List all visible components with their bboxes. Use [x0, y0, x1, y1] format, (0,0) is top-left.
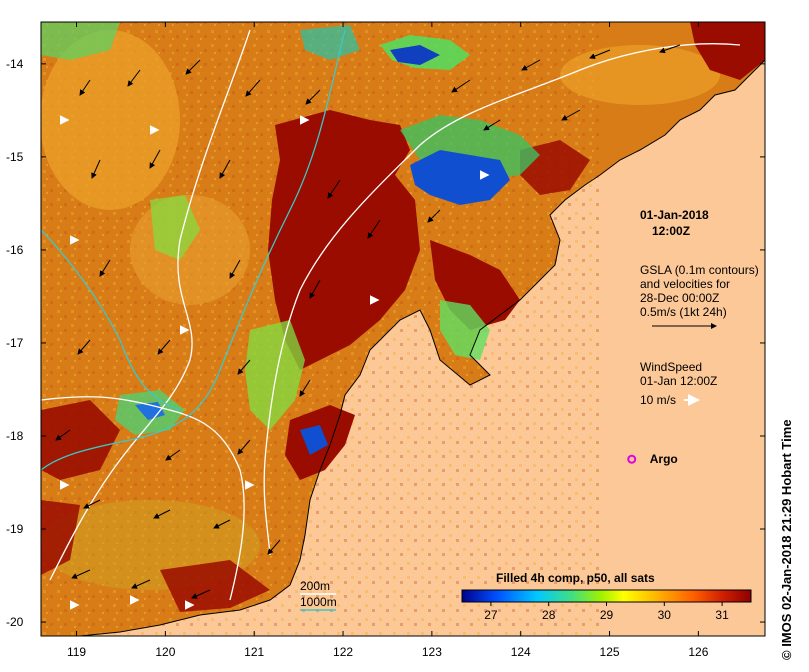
sst-cool-patch	[300, 25, 360, 60]
lon-tick-label: 124	[511, 645, 531, 659]
lat-tick-label: -14	[6, 57, 24, 71]
lon-tick-label: 126	[688, 645, 708, 659]
colorbar-tick-label: 29	[600, 608, 614, 622]
lon-tick-label: 120	[155, 645, 175, 659]
sst-cool-patch	[300, 425, 328, 455]
velocity-scale-label: 0.5m/s (1kt 24h)	[640, 305, 727, 319]
wind-arrows	[60, 115, 490, 610]
colorbar-title: Filled 4h comp, p50, all sats	[496, 571, 655, 585]
sst-hot-region	[41, 400, 120, 480]
gsla-label-line3: 28-Dec 00:00Z	[640, 291, 719, 305]
wind-time: 01-Jan 12:00Z	[640, 374, 717, 388]
bathy-200m-label: 200m	[300, 579, 330, 593]
sst-cool-patch	[41, 22, 120, 60]
lat-tick-label: -19	[6, 522, 24, 536]
lon-tick-label: 122	[333, 645, 353, 659]
latitude-axis: -14 -15 -16 -17 -18 -19 -20	[6, 57, 765, 629]
colorbar-tick-label: 28	[542, 608, 556, 622]
credit-line: © IMOS 02-Jan-2018 21:29 Hobart Time	[779, 419, 794, 660]
velocity-arrows	[55, 44, 681, 599]
sst-cool-patch	[390, 45, 440, 65]
sst-cool-patch	[440, 300, 490, 360]
lat-tick-label: -20	[6, 615, 24, 629]
colorbar-tick-label: 31	[715, 608, 729, 622]
bathymetry-1000m	[41, 229, 181, 411]
bathymetry-200m	[49, 29, 251, 581]
plot-frame	[40, 21, 766, 637]
lon-tick-label: 125	[600, 645, 620, 659]
sst-cool-patch	[245, 320, 305, 430]
sst-cool-patch	[410, 150, 510, 205]
lat-tick-label: -15	[6, 150, 24, 164]
lat-tick-label: -17	[6, 336, 24, 350]
gsla-label-line1: GSLA (0.1m contours)	[640, 263, 759, 277]
lon-tick-label: 121	[244, 645, 264, 659]
sst-hot-region	[690, 22, 765, 80]
argo-float-marker	[627, 454, 637, 464]
lon-tick-label: 123	[422, 645, 442, 659]
sst-hot-region	[160, 560, 270, 612]
bathymetry-1000m	[41, 29, 346, 471]
sst-warm-patch	[41, 30, 180, 210]
colorbar-tick-label: 30	[658, 608, 672, 622]
colorbar-ticks: 27 28 29 30 31	[484, 602, 729, 622]
argo-label: Argo	[650, 452, 678, 466]
lat-tick-label: -18	[6, 429, 24, 443]
map-date: 01-Jan-2018	[640, 208, 709, 222]
gsla-label-line2: and velocities for	[640, 277, 730, 291]
map-time: 12:00Z	[652, 224, 690, 238]
lat-tick-label: -16	[6, 243, 24, 257]
colorbar-tick-label: 27	[484, 608, 498, 622]
wind-title: WindSpeed	[640, 360, 702, 374]
lon-tick-label: 119	[67, 645, 86, 659]
coastline	[79, 59, 765, 636]
sst-hot-region	[41, 500, 80, 575]
longitude-axis: 119 120 121 122 123 124 125 126	[67, 22, 709, 659]
bathymetry-200m	[263, 43, 741, 556]
sst-warm-patch	[560, 45, 720, 105]
bathy-1000m-label: 1000m	[300, 595, 337, 609]
colorbar	[461, 589, 752, 603]
bathymetry-200m	[41, 396, 245, 601]
wind-scale-label: 10 m/s	[640, 393, 676, 407]
